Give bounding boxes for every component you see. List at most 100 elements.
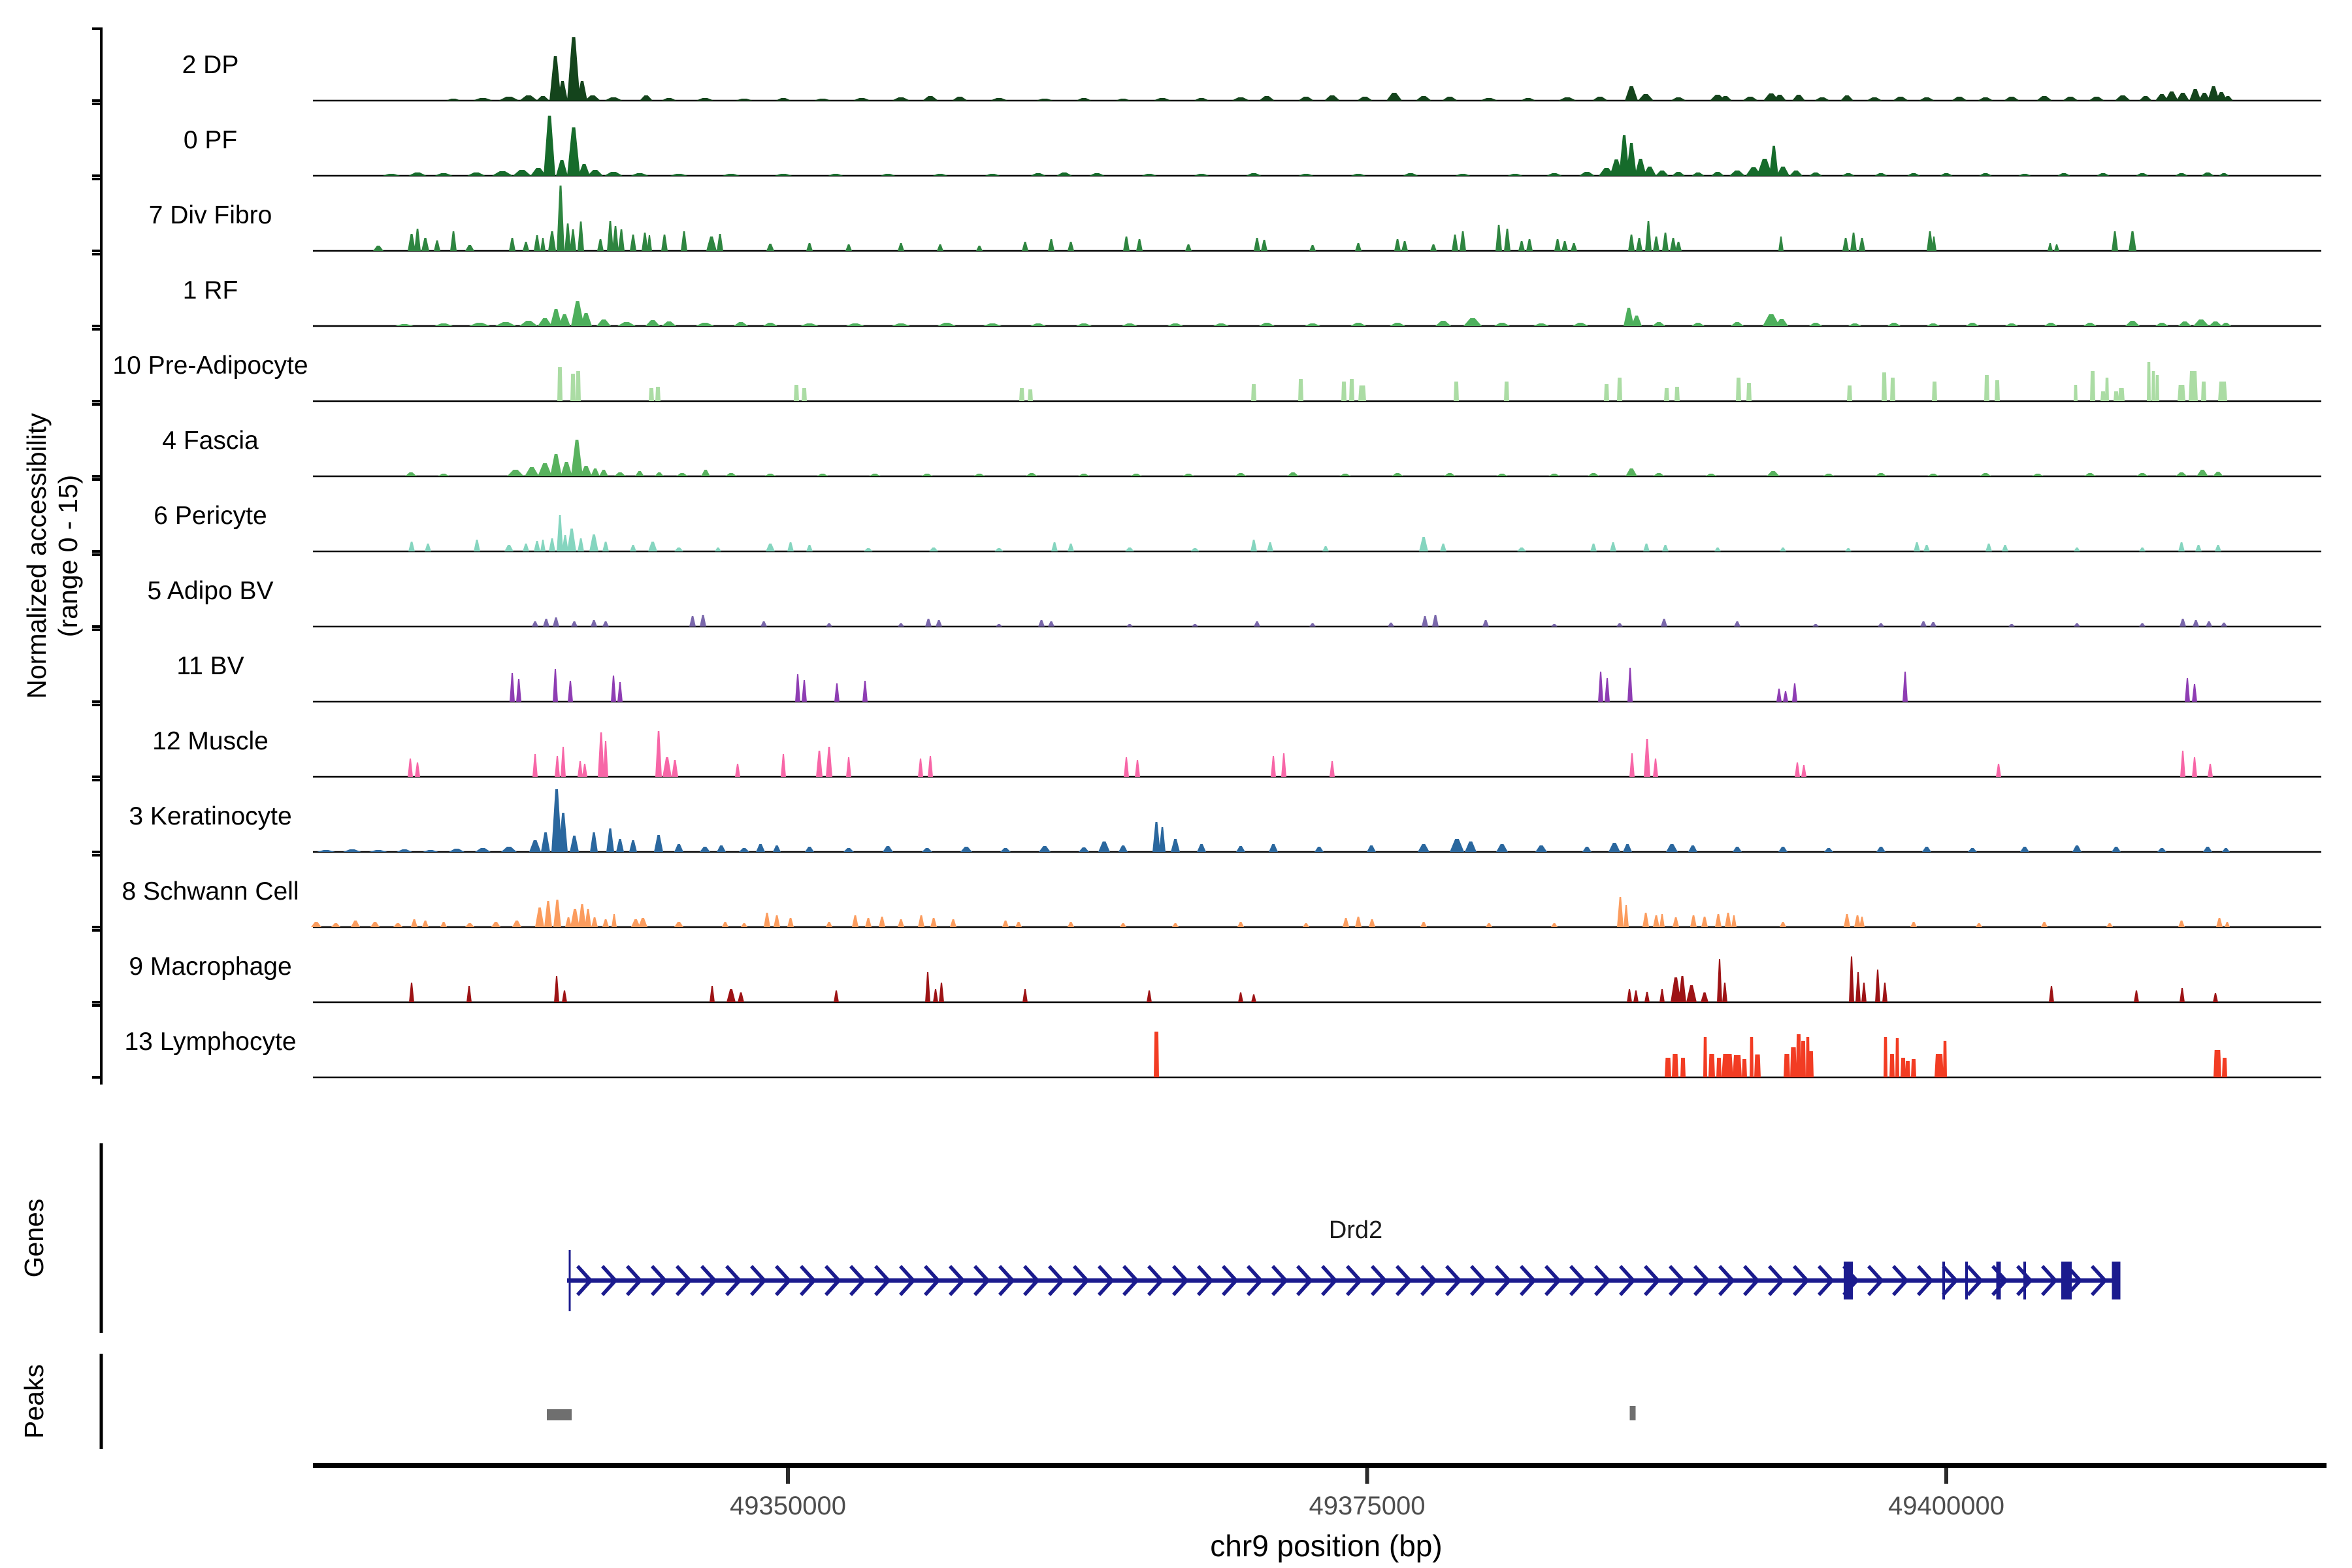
- gene-strand-chevron: [1246, 1265, 1263, 1282]
- track-label: 13 Lymphocyte: [124, 1028, 296, 1056]
- gene-strand-chevron: [1271, 1279, 1288, 1296]
- gene-strand-chevron: [1122, 1265, 1139, 1282]
- x-axis-tick-label: 49400000: [1888, 1492, 2004, 1520]
- gene-strand-chevron: [1519, 1279, 1536, 1296]
- coverage-track: 12 Muscle: [152, 727, 2321, 778]
- track-label: 1 RF: [183, 276, 238, 304]
- coverage-track: 8 Schwann Cell: [122, 877, 2321, 928]
- peak-region-box: [1629, 1406, 1636, 1420]
- gene-strand-chevron: [1171, 1279, 1188, 1296]
- gene-strand-chevron: [1246, 1279, 1263, 1296]
- gene-name-label: Drd2: [1329, 1217, 1382, 1244]
- gene-strand-chevron: [1072, 1265, 1089, 1282]
- gene-strand-chevron: [1767, 1265, 1784, 1282]
- gene-strand-chevron: [874, 1265, 890, 1282]
- gene-strand-chevron: [2090, 1279, 2107, 1296]
- gene-strand-chevron: [973, 1265, 990, 1282]
- gene-strand-chevron: [1718, 1279, 1735, 1296]
- gene-strand-chevron: [1643, 1265, 1660, 1282]
- gene-strand-chevron: [948, 1279, 965, 1296]
- gene-strand-chevron: [923, 1279, 940, 1296]
- gene-strand-chevron: [1345, 1279, 1362, 1296]
- gene-exon-box: [1844, 1262, 1853, 1299]
- track-label: 3 Keratinocyte: [129, 802, 291, 830]
- gene-strand-chevron: [700, 1265, 717, 1282]
- peaks-section-label: Peaks: [19, 1364, 49, 1439]
- gene-strand-chevron: [1693, 1265, 1710, 1282]
- gene-strand-chevron: [998, 1265, 1015, 1282]
- gene-exon-box: [2023, 1262, 2026, 1299]
- track-label: 6 Pericyte: [154, 502, 267, 530]
- gene-strand-chevron: [1643, 1279, 1660, 1296]
- gene-strand-chevron: [700, 1279, 717, 1296]
- gene-strand-chevron: [1792, 1279, 1809, 1296]
- coverage-track: 10 Pre-Adipocyte: [112, 351, 2321, 402]
- coverage-track: 2 DP: [182, 37, 2321, 102]
- track-label: 2 DP: [182, 51, 239, 79]
- gene-strand-chevron: [1916, 1265, 1933, 1282]
- gene-strand-chevron: [898, 1279, 915, 1296]
- track-signal: [405, 440, 2223, 476]
- gene-strand-chevron: [1916, 1279, 1933, 1296]
- track-signal: [532, 615, 2227, 627]
- gene-strand-chevron: [1445, 1265, 1462, 1282]
- gene-strand-chevron: [1022, 1265, 1039, 1282]
- gene-strand-chevron: [1420, 1279, 1437, 1296]
- gene-exon-box: [1965, 1262, 1968, 1299]
- signal-tracks: 2 DP 0 PF 7 Div Fibro 1 RF 10 Pre-Adipocyte 4…: [112, 37, 2321, 1079]
- peak-boxes: [547, 1406, 1636, 1420]
- gene-strand-chevron: [1147, 1265, 1164, 1282]
- gene-strand-chevron: [849, 1265, 866, 1282]
- gene-strand-chevron: [1941, 1265, 1958, 1282]
- gene-strand-chevron: [576, 1279, 593, 1296]
- track-label: 11 BV: [176, 652, 244, 680]
- gene-strand-chevron: [600, 1279, 617, 1296]
- gene-strand-chevron: [1221, 1279, 1238, 1296]
- track-signal: [510, 668, 2197, 702]
- genes-section: Genes Drd2: [19, 1143, 2121, 1333]
- x-axis-title: chr9 position (bp): [1210, 1529, 1442, 1563]
- gene-strand-chevron: [1296, 1279, 1313, 1296]
- gene-strand-chevron: [1395, 1265, 1412, 1282]
- gene-strand-chevron: [774, 1279, 791, 1296]
- gene-strand-chevron: [1941, 1279, 1958, 1296]
- track-signal: [311, 897, 2230, 927]
- gene-strand-chevron: [1122, 1279, 1139, 1296]
- gene-strand-chevron: [1494, 1279, 1511, 1296]
- gene-strand-chevron: [600, 1265, 617, 1282]
- gene-strand-chevron: [923, 1265, 940, 1282]
- genes-section-label: Genes: [19, 1199, 49, 1278]
- gene-strand-chevron: [1147, 1279, 1164, 1296]
- gene-strand-chevron: [2090, 1265, 2107, 1282]
- gene-strand-chevron: [1693, 1279, 1710, 1296]
- gene-strand-chevron: [1022, 1279, 1039, 1296]
- gene-strand-chevron: [1469, 1279, 1486, 1296]
- gene-strand-chevron: [725, 1279, 742, 1296]
- y-axis-title-line1: Normalized accessibility: [22, 413, 52, 699]
- gene-model: [567, 1250, 2121, 1311]
- gene-strand-chevron: [1345, 1265, 1362, 1282]
- coverage-track: 3 Keratinocyte: [129, 789, 2321, 853]
- gene-strand-chevron: [1742, 1279, 1759, 1296]
- gene-strand-chevron: [1569, 1265, 1586, 1282]
- track-label: 4 Fascia: [162, 427, 259, 455]
- gene-strand-chevron: [1867, 1279, 1884, 1296]
- gene-strand-chevron: [948, 1265, 965, 1282]
- gene-strand-chevron: [774, 1265, 791, 1282]
- gene-strand-chevron: [973, 1279, 990, 1296]
- gene-strand-chevron: [1544, 1279, 1561, 1296]
- y-axis: [92, 27, 103, 1085]
- coverage-track: 7 Div Fibro: [149, 186, 2321, 252]
- track-signal: [1154, 1032, 2227, 1077]
- x-axis: 49350000 49375000 49400000: [313, 1463, 2327, 1520]
- x-axis-tick-label: 49375000: [1309, 1492, 1426, 1520]
- gene-strand-chevron: [824, 1279, 841, 1296]
- gene-strand-chevron: [1618, 1279, 1635, 1296]
- peaks-section: Peaks: [19, 1354, 1636, 1449]
- gene-strand-chevron: [1072, 1279, 1089, 1296]
- coverage-track: 9 Macrophage: [129, 953, 2321, 1004]
- gene-strand-chevron: [650, 1265, 667, 1282]
- track-label: 7 Div Fibro: [149, 201, 272, 229]
